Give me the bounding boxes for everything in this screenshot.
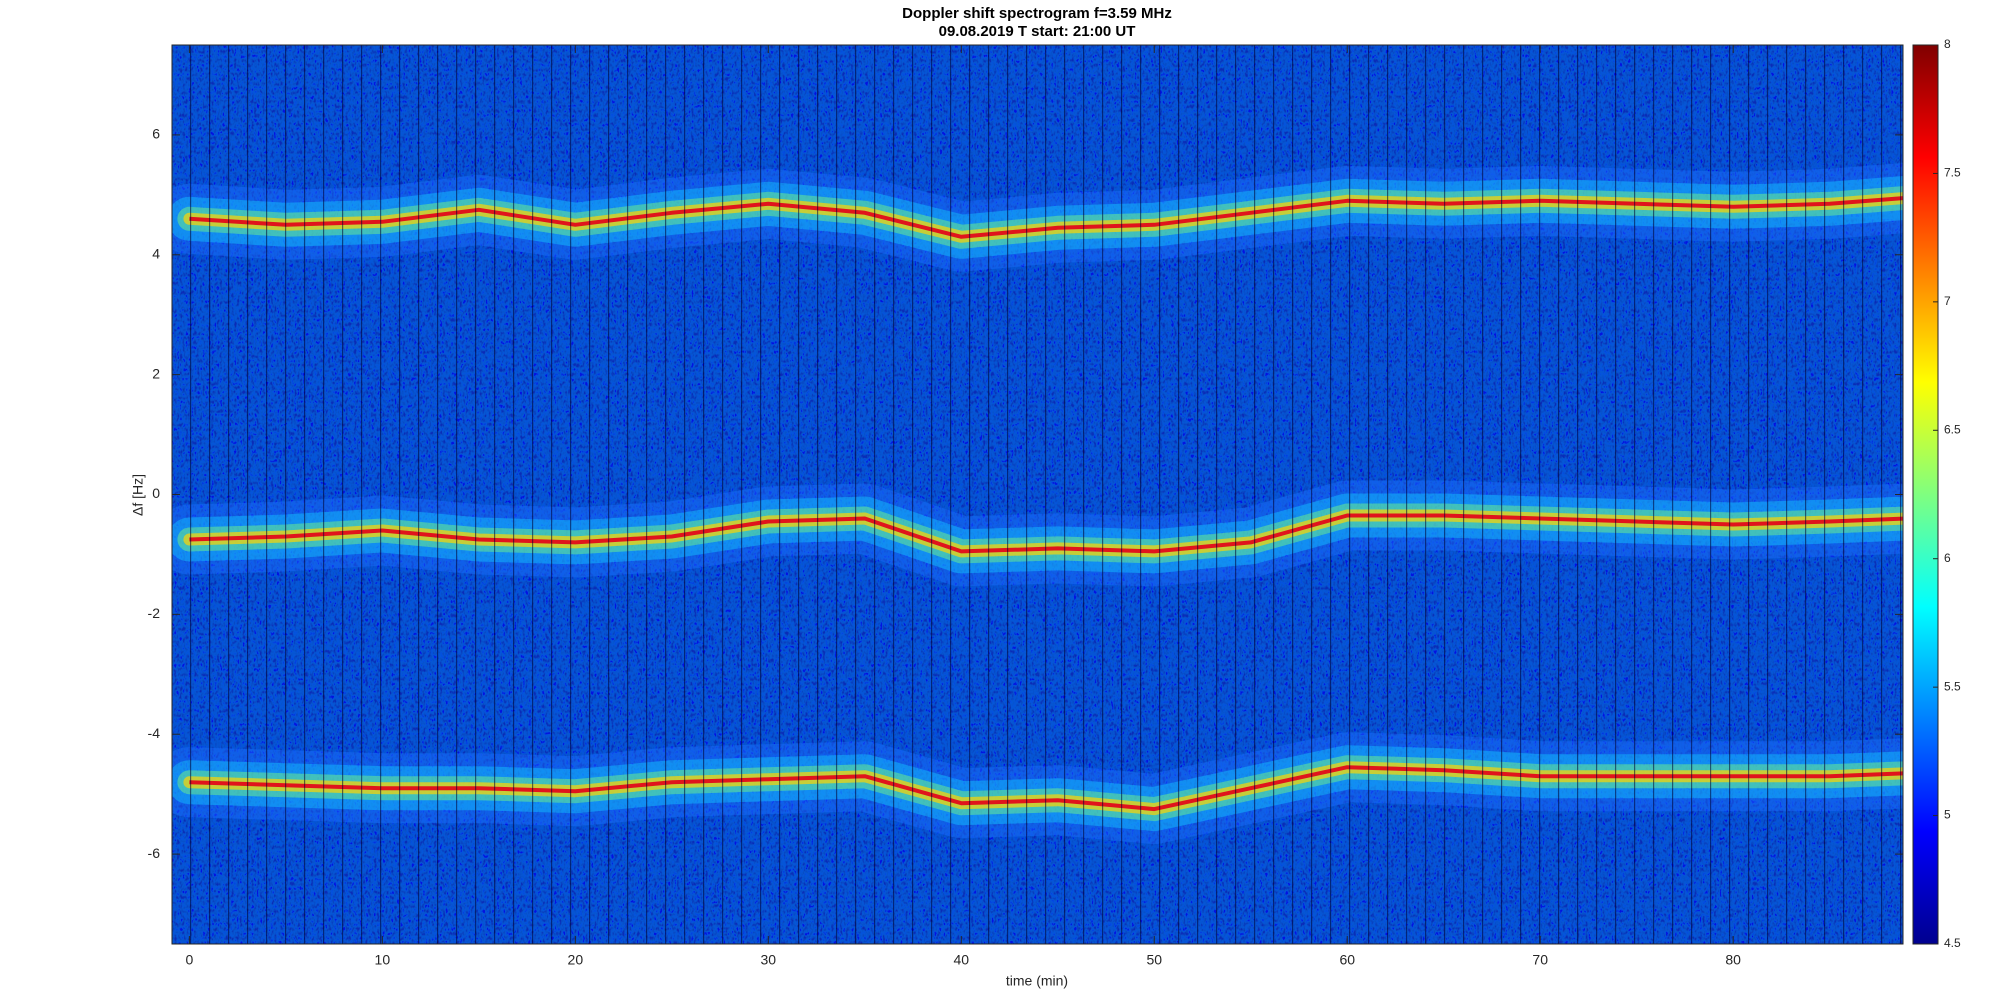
y-tick-label: 0 bbox=[152, 485, 160, 501]
colorbar-tick-label: 8 bbox=[1944, 37, 1951, 51]
colorbar-tick-label: 6 bbox=[1944, 551, 1951, 565]
y-axis-label: Δf [Hz] bbox=[130, 474, 146, 516]
x-tick-label: 50 bbox=[1146, 952, 1162, 968]
colorbar-tick-label: 6.5 bbox=[1944, 422, 1961, 436]
x-tick-label: 20 bbox=[568, 952, 584, 968]
x-tick-label: 70 bbox=[1532, 952, 1548, 968]
y-tick-label: -6 bbox=[148, 845, 161, 861]
colorbar-tick-label: 5 bbox=[1944, 808, 1951, 822]
plot-area bbox=[172, 45, 1903, 944]
x-tick-label: 30 bbox=[761, 952, 777, 968]
y-tick-label: 2 bbox=[152, 365, 160, 381]
colorbar-tick-label: 5.5 bbox=[1944, 679, 1961, 693]
x-tick-label: 80 bbox=[1725, 952, 1741, 968]
x-tick-label: 0 bbox=[185, 952, 193, 968]
y-tick-label: -2 bbox=[148, 605, 161, 621]
colorbar-tick-label: 7 bbox=[1944, 294, 1951, 308]
x-tick-label: 10 bbox=[375, 952, 391, 968]
x-axis-label: time (min) bbox=[1006, 973, 1068, 989]
colorbar-tick-label: 4.5 bbox=[1944, 936, 1961, 950]
stripes bbox=[172, 45, 1903, 944]
chart-subtitle: 09.08.2019 T start: 21:00 UT bbox=[939, 23, 1136, 40]
y-tick-label: 4 bbox=[152, 245, 160, 261]
chart-title: Doppler shift spectrogram f=3.59 MHz bbox=[902, 5, 1172, 22]
colorbar-tick-label: 7.5 bbox=[1944, 166, 1961, 180]
x-tick-label: 60 bbox=[1339, 952, 1355, 968]
y-tick-label: -4 bbox=[148, 725, 161, 741]
y-tick-label: 6 bbox=[152, 126, 160, 142]
colorbar bbox=[1912, 44, 1939, 945]
x-tick-label: 40 bbox=[953, 952, 969, 968]
